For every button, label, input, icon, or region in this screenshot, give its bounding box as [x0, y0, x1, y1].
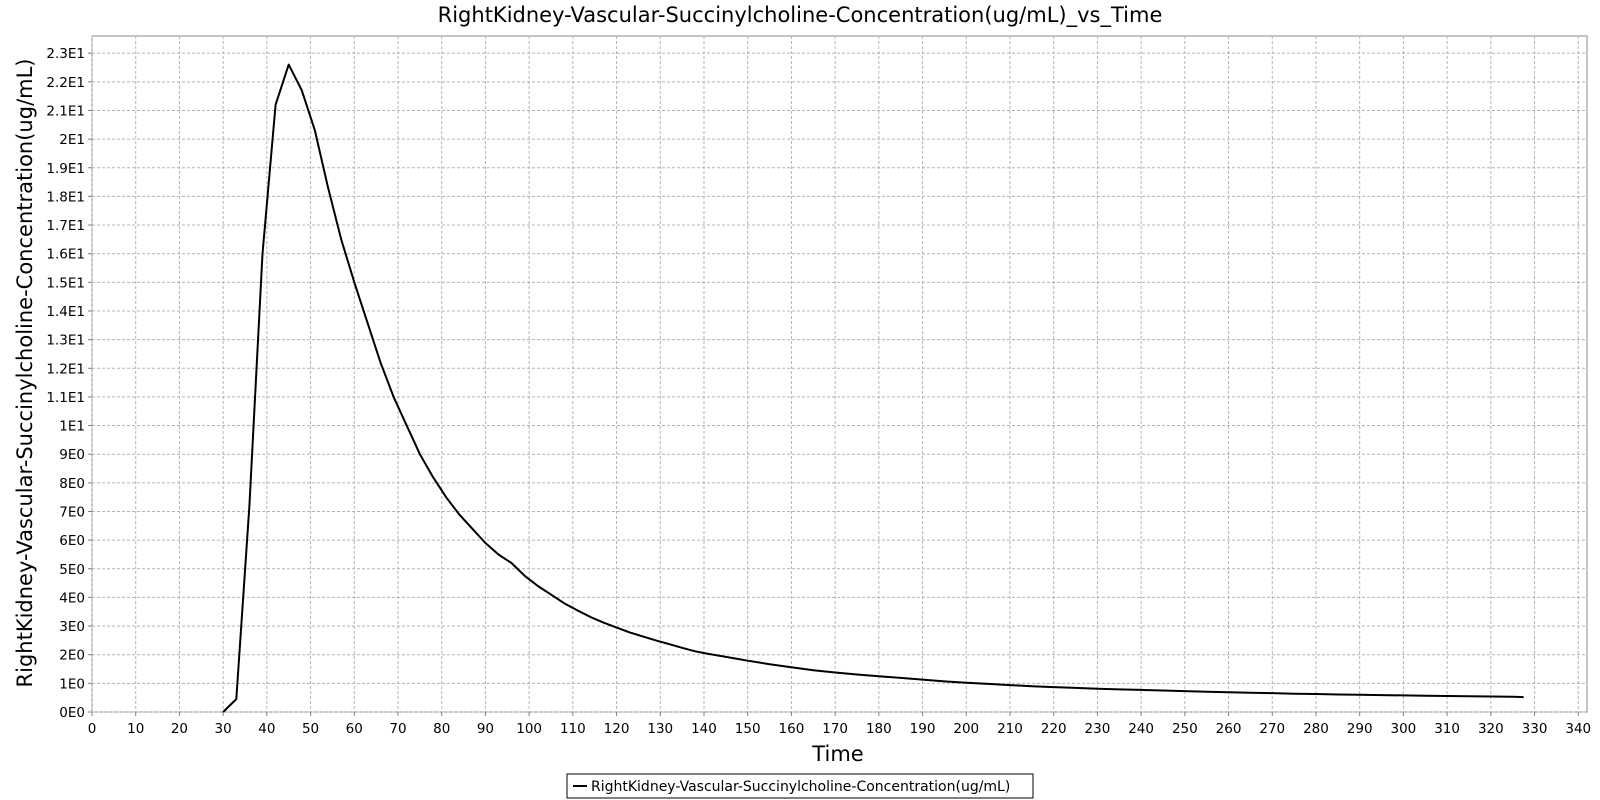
legend-label: RightKidney-Vascular-Succinylcholine-Con… — [591, 779, 1010, 795]
legend: RightKidney-Vascular-Succinylcholine-Con… — [566, 773, 1034, 799]
x-tick-label: 330 — [1522, 721, 1548, 737]
y-tick-label: 1E0 — [59, 676, 85, 692]
x-tick-label: 170 — [822, 721, 848, 737]
y-tick-label: 5E0 — [59, 562, 85, 578]
plot-area — [91, 35, 1588, 713]
y-tick-label: 1.1E1 — [46, 390, 85, 406]
x-tick-label: 290 — [1347, 721, 1373, 737]
x-tick-label: 100 — [516, 721, 542, 737]
x-tick-label: 250 — [1172, 721, 1198, 737]
x-tick-label: 230 — [1085, 721, 1111, 737]
y-tick-label: 1.7E1 — [46, 218, 85, 234]
x-tick-label: 80 — [433, 721, 450, 737]
x-tick-label: 200 — [953, 721, 979, 737]
y-tick-label: 2.1E1 — [46, 103, 85, 119]
y-tick-label: 1.3E1 — [46, 333, 85, 349]
x-tick-label: 110 — [560, 721, 586, 737]
y-axis-label: RightKidney-Vascular-Succinylcholine-Con… — [13, 59, 37, 688]
x-tick-label: 40 — [258, 721, 275, 737]
y-tick-label: 2.3E1 — [46, 46, 85, 62]
x-tick-label: 260 — [1216, 721, 1242, 737]
y-tick-label: 1E1 — [59, 419, 85, 435]
y-tick-label: 2.2E1 — [46, 75, 85, 91]
y-tick-label: 0E0 — [59, 705, 85, 721]
x-tick-label: 300 — [1391, 721, 1417, 737]
x-tick-label: 320 — [1478, 721, 1504, 737]
x-tick-label: 90 — [477, 721, 494, 737]
x-tick-label: 50 — [302, 721, 319, 737]
y-axis-ticks: 0E0 1E0 2E0 3E0 4E0 5E0 6E0 7E0 8E0 9E0 1E1 1.1E1 1.… — [46, 46, 92, 721]
y-tick-label: 1.8E1 — [46, 189, 85, 205]
series-layer — [222, 63, 1524, 713]
x-tick-label: 0 — [88, 721, 97, 737]
x-tick-label: 340 — [1565, 721, 1591, 737]
x-tick-label: 60 — [346, 721, 363, 737]
y-tick-label: 2E0 — [59, 648, 85, 664]
x-tick-label: 130 — [647, 721, 673, 737]
x-tick-label: 190 — [910, 721, 936, 737]
y-tick-label: 1.6E1 — [46, 247, 85, 263]
x-tick-label: 310 — [1434, 721, 1460, 737]
x-tick-label: 150 — [735, 721, 761, 737]
x-tick-label: 140 — [691, 721, 717, 737]
y-tick-label: 1.4E1 — [46, 304, 85, 320]
x-tick-label: 240 — [1128, 721, 1154, 737]
y-tick-label: 1.2E1 — [46, 361, 85, 377]
x-tick-label: 210 — [997, 721, 1023, 737]
y-tick-label: 3E0 — [59, 619, 85, 635]
y-tick-label: 2E1 — [59, 132, 85, 148]
x-tick-label: 180 — [866, 721, 892, 737]
x-tick-label: 220 — [1041, 721, 1067, 737]
legend-box — [566, 773, 1034, 799]
x-tick-label: 30 — [215, 721, 232, 737]
y-tick-label: 6E0 — [59, 533, 85, 549]
x-tick-label: 20 — [171, 721, 188, 737]
chart-title: RightKidney-Vascular-Succinylcholine-Con… — [438, 3, 1163, 28]
grid-layer — [91, 36, 1587, 713]
x-tick-label: 120 — [604, 721, 630, 737]
x-tick-label: 70 — [389, 721, 406, 737]
x-tick-label: 280 — [1303, 721, 1329, 737]
x-axis-ticks: 0 10 20 30 40 50 60 70 80 90 100 110 120 130 140 150 160… — [88, 712, 1591, 737]
x-tick-label: 160 — [779, 721, 805, 737]
x-tick-label: 270 — [1259, 721, 1285, 737]
x-tick-label: 10 — [127, 721, 144, 737]
series-line — [222, 63, 1524, 713]
y-tick-label: 4E0 — [59, 590, 85, 606]
y-tick-label: 1.9E1 — [46, 161, 85, 177]
x-axis-label: Time — [811, 742, 863, 766]
y-tick-label: 7E0 — [59, 504, 85, 520]
y-tick-label: 9E0 — [59, 447, 85, 463]
y-tick-label: 8E0 — [59, 476, 85, 492]
y-tick-label: 1.5E1 — [46, 275, 85, 291]
